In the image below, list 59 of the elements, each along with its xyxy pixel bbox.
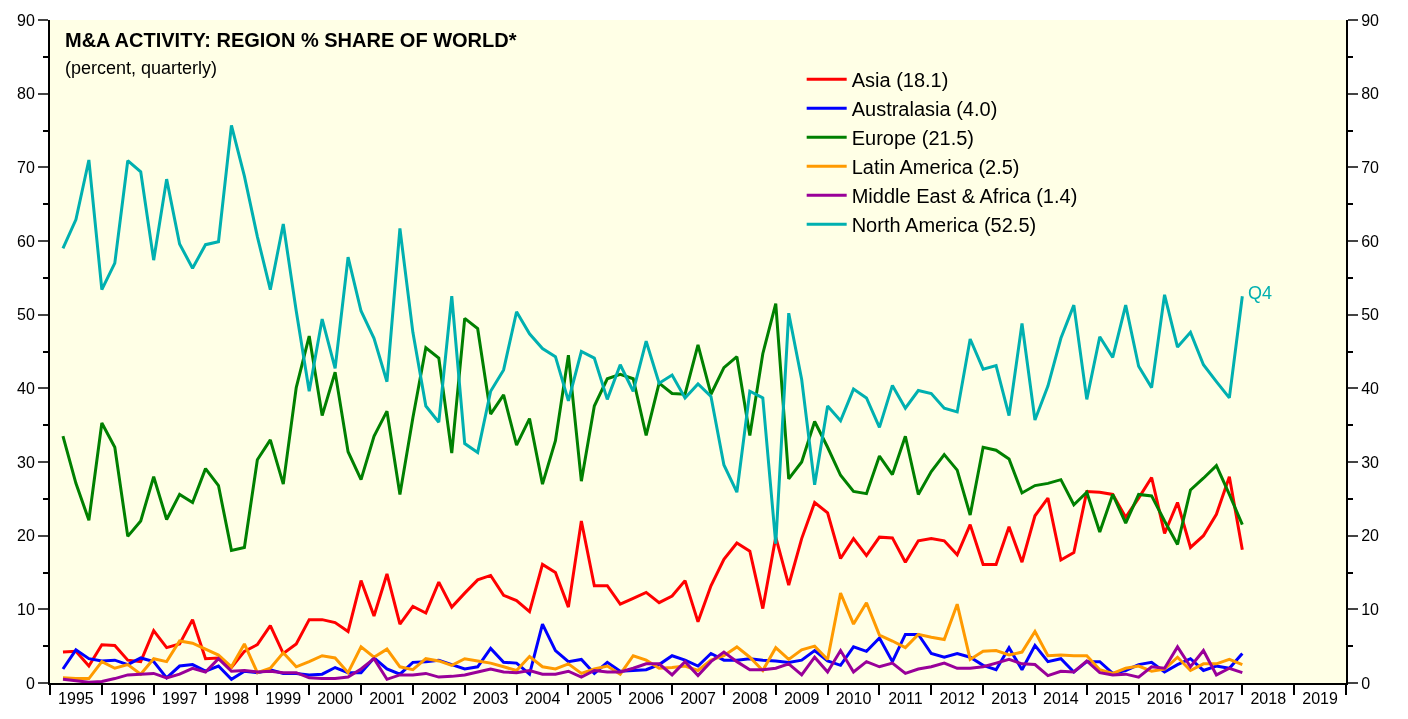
x-tick-label: 2004: [524, 690, 561, 708]
chart-title: M&A ACTIVITY: REGION % SHARE OF WORLD*: [65, 29, 517, 51]
x-tick-label: 1999: [265, 690, 302, 708]
x-tick-label: 2005: [576, 690, 613, 708]
legend-label: Asia (18.1): [851, 69, 949, 92]
x-tick-label: 1996: [109, 690, 146, 708]
y2-tick-label: 0: [1361, 674, 1371, 692]
x-tick-label: 2008: [732, 690, 768, 708]
y-tick-label: 20: [17, 527, 35, 545]
x-tick-label: 2019: [1302, 690, 1338, 708]
y-tick-label: 10: [17, 600, 35, 618]
line-series: [61, 645, 1244, 683]
legend-label: Middle East & Africa (1.4): [851, 185, 1078, 208]
y-tick-label: 60: [17, 232, 35, 250]
y2-tick-label: 10: [1361, 600, 1380, 618]
x-tick-label: 2018: [1250, 690, 1287, 708]
line-series: [61, 302, 1244, 552]
x-tick-label: 2016: [1146, 690, 1183, 708]
legend-label: North America (52.5): [851, 214, 1037, 237]
x-tick-label: 2017: [1198, 690, 1235, 708]
x-tick-label: 2002: [421, 690, 457, 708]
x-tick-label: 2015: [1094, 690, 1131, 708]
y2-tick-label: 40: [1361, 379, 1380, 397]
y-tick-label: 80: [17, 85, 35, 103]
x-tick-label: 2013: [991, 690, 1027, 708]
x-tick-label: 2003: [472, 690, 509, 708]
x-tick-label: 1995: [58, 690, 94, 708]
y-tick-label: 50: [17, 306, 35, 324]
x-tick-label: 2001: [369, 690, 405, 708]
legend-label: Latin America (2.5): [851, 156, 1020, 179]
legend-label: Europe (21.5): [851, 127, 974, 150]
line-series: [61, 123, 1244, 546]
y2-tick-label: 80: [1361, 85, 1380, 103]
line-series: [61, 475, 1244, 670]
y2-tick-label: 20: [1361, 527, 1380, 545]
y-tick-label: 30: [17, 453, 35, 471]
line-series: [61, 591, 1244, 681]
x-tick-label: 2000: [317, 690, 354, 708]
x-tick-label: 1998: [213, 690, 250, 708]
y-tick-label: 90: [17, 11, 35, 29]
x-tick-label: 2006: [628, 690, 665, 708]
x-tick-label: 2010: [835, 690, 872, 708]
legend-label: Australasia (4.0): [851, 98, 998, 121]
y-tick-label: 40: [17, 379, 35, 397]
y2-tick-label: 30: [1361, 453, 1380, 471]
x-tick-label: 2011: [888, 690, 923, 708]
y2-tick-label: 60: [1361, 232, 1380, 250]
x-tick-label: 1997: [161, 690, 198, 708]
annotation: Q4: [1248, 283, 1273, 303]
y-tick-label: 0: [25, 674, 35, 692]
y2-tick-label: 90: [1361, 11, 1380, 29]
y2-tick-label: 70: [1361, 158, 1380, 176]
y-tick-label: 70: [17, 158, 35, 176]
x-tick-label: 2007: [680, 690, 716, 708]
y2-tick-label: 50: [1361, 306, 1380, 324]
x-tick-label: 2009: [783, 690, 820, 708]
x-tick-label: 2012: [939, 690, 976, 708]
x-tick-label: 2014: [1043, 690, 1079, 708]
text: (percent, quarterly): [65, 58, 218, 78]
